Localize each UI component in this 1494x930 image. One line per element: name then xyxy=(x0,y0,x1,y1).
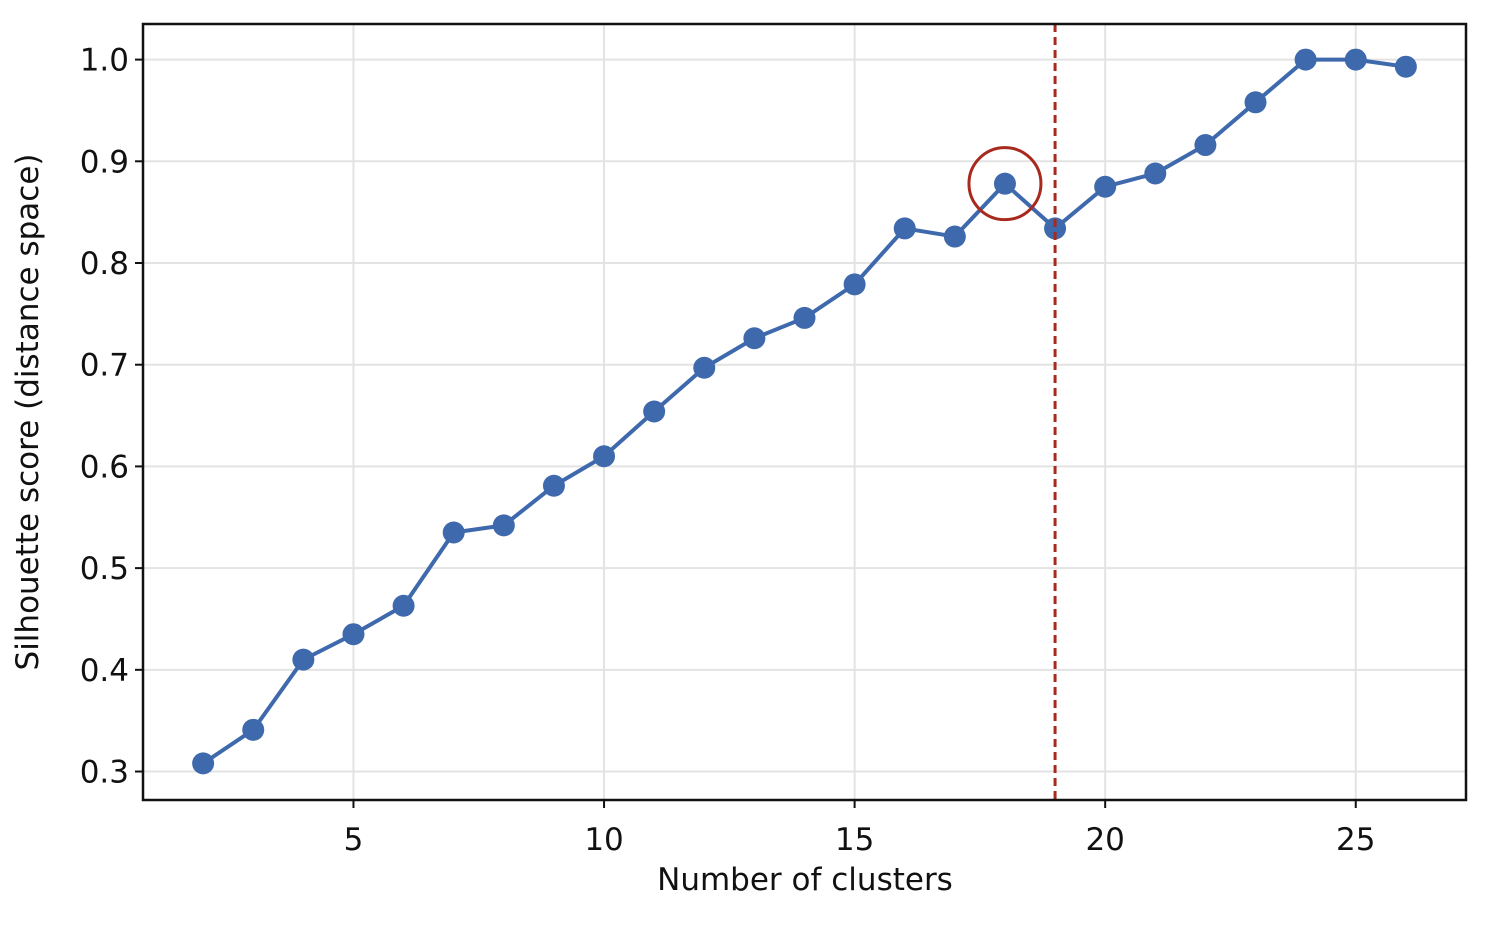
x-tick-label: 10 xyxy=(584,822,623,858)
data-point xyxy=(292,648,315,671)
data-point xyxy=(793,306,816,329)
data-point xyxy=(492,514,515,537)
data-point xyxy=(1144,162,1167,185)
y-tick-label: 0.5 xyxy=(80,551,129,587)
y-tick-label: 0.8 xyxy=(80,246,129,282)
data-point xyxy=(1094,175,1117,198)
x-tick-label: 15 xyxy=(835,822,874,858)
y-tick-label: 0.4 xyxy=(80,653,129,689)
data-point xyxy=(993,172,1016,195)
data-point xyxy=(342,623,365,646)
data-point xyxy=(542,474,565,497)
y-tick-label: 1.0 xyxy=(80,43,129,79)
data-point xyxy=(593,445,616,468)
y-axis-label: Silhouette score (distance space) xyxy=(10,154,46,671)
data-point xyxy=(392,594,415,617)
y-tick-label: 0.3 xyxy=(80,755,129,791)
plot-frame xyxy=(141,22,1468,802)
data-line xyxy=(202,57,1407,766)
data-point xyxy=(1294,48,1317,71)
data-point xyxy=(192,752,215,775)
data-point xyxy=(242,718,265,741)
data-point xyxy=(693,356,716,379)
y-tick-label: 0.6 xyxy=(80,449,129,485)
y-tick-label: 0.7 xyxy=(80,348,129,384)
data-point xyxy=(943,225,966,248)
data-point xyxy=(1394,55,1417,78)
data-point xyxy=(743,327,766,350)
data-point xyxy=(1044,217,1067,240)
data-point xyxy=(643,400,666,423)
data-point xyxy=(843,273,866,296)
x-tick-label: 5 xyxy=(344,822,364,858)
y-tick-label: 0.9 xyxy=(80,144,129,180)
data-point xyxy=(1344,48,1367,71)
data-point xyxy=(1244,91,1267,114)
x-axis-label: Number of clusters xyxy=(657,862,953,898)
data-point xyxy=(442,521,465,544)
highlight-circle xyxy=(967,146,1043,222)
x-tick-label: 25 xyxy=(1336,822,1375,858)
data-point xyxy=(893,217,916,240)
x-tick-label: 20 xyxy=(1085,822,1124,858)
data-point xyxy=(1194,134,1217,157)
